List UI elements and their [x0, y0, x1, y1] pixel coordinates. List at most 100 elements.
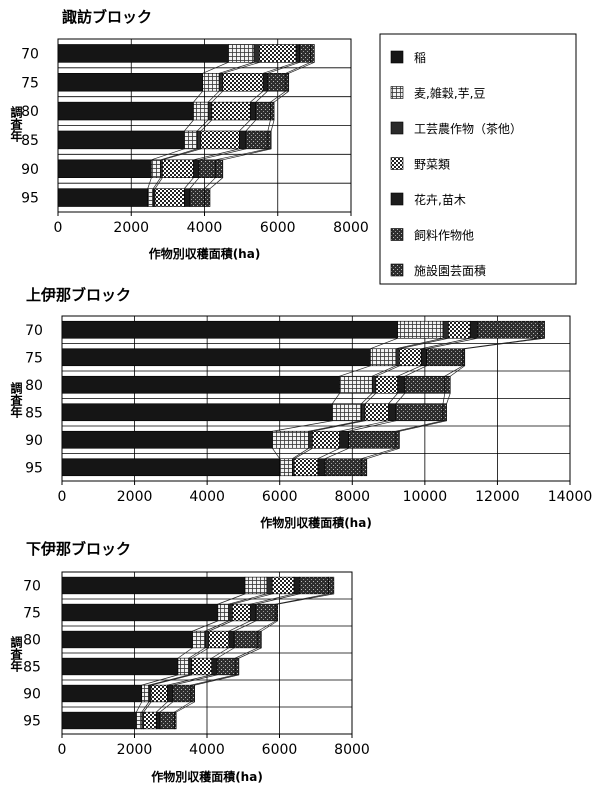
- bar-segment: [141, 684, 150, 703]
- bar-segment: [299, 44, 312, 63]
- legend-swatch: [390, 228, 404, 241]
- bar-segment: [196, 130, 202, 150]
- bar-segment: [538, 320, 545, 339]
- series-connector-line: [184, 119, 194, 132]
- series-connector-line: [426, 337, 478, 350]
- series-connector-line: [151, 674, 192, 686]
- y-tick-label: 80: [21, 104, 39, 120]
- series-connector-line: [194, 674, 239, 686]
- bar-segment: [293, 576, 300, 595]
- bar-segment: [420, 348, 427, 367]
- series-connector-line: [192, 620, 219, 632]
- x-tick-label: 14000: [548, 489, 593, 505]
- y-tick-label: 95: [25, 460, 43, 476]
- series-connector-line: [324, 447, 349, 460]
- bar-segment: [61, 711, 137, 730]
- legend-swatch: [390, 86, 404, 99]
- bar-segment: [348, 430, 397, 449]
- series-connector-line: [270, 119, 275, 132]
- bar-segment: [253, 44, 260, 63]
- bar-segment: [275, 603, 278, 622]
- series-connector-line: [267, 62, 300, 74]
- bar-segment: [189, 188, 205, 207]
- bar-segment: [61, 458, 281, 477]
- y-tick-label: 95: [21, 191, 39, 207]
- bar-segment: [57, 188, 149, 207]
- bar-segment: [262, 73, 268, 92]
- chart-title: 下伊那ブロック: [26, 540, 131, 558]
- series-connector-line: [272, 420, 333, 432]
- bar-segment: [295, 44, 301, 63]
- series-connector-line: [217, 593, 246, 605]
- bar-segment: [255, 101, 271, 121]
- series-connector-line: [308, 420, 362, 432]
- series-connector-line: [399, 420, 447, 432]
- chart-panel-3: 下伊那ブロック 0 2000 4000 6000 8000 70 75 80 85 90 95 作物別収…: [9, 540, 370, 784]
- y-axis-label: 調査年: [9, 105, 23, 143]
- bar-segment: [293, 458, 319, 477]
- series-connector-line: [191, 647, 209, 659]
- series-connector-line: [209, 177, 224, 189]
- bar-segment: [255, 603, 277, 622]
- series-connector-line: [184, 177, 194, 189]
- series-connector-line: [442, 393, 446, 404]
- chart-panel-1: 諏訪ブロック 0 2000 4000 6000 8000 70 75 80 85 90 95 作物別収穫…: [9, 8, 369, 261]
- series-connector-line: [207, 90, 220, 103]
- x-tick-label: 0: [58, 489, 67, 505]
- bar-segment: [270, 101, 275, 121]
- bar-segment: [162, 159, 194, 178]
- bar-segment: [310, 44, 315, 63]
- bar-segment: [202, 73, 220, 92]
- bar-segment: [61, 684, 143, 703]
- legend-box: [379, 33, 577, 285]
- series-connector-line: [193, 148, 240, 161]
- series-connector-line: [275, 593, 329, 605]
- series-connector-line: [228, 593, 267, 605]
- legend-label: 飼料作物他: [414, 228, 474, 243]
- series-connector-line: [332, 393, 340, 404]
- series-connector-line: [156, 701, 168, 713]
- series-connector-line: [222, 62, 260, 74]
- bar-segment: [244, 576, 268, 595]
- series-connector-line: [339, 365, 371, 377]
- series-connector-line: [193, 90, 203, 103]
- series-connector-line: [250, 90, 264, 103]
- bar-segment: [184, 188, 191, 207]
- bar-segment: [399, 348, 422, 367]
- series-connector-line: [141, 701, 150, 713]
- bar-segment: [257, 630, 262, 649]
- series-connector-line: [189, 177, 200, 189]
- series-connector-line: [317, 447, 340, 460]
- x-tick-label: 8000: [334, 489, 370, 505]
- bar-segment: [151, 159, 161, 178]
- series-connector-line: [152, 177, 161, 189]
- series-connector-line: [211, 90, 224, 103]
- bar-segment: [61, 320, 398, 339]
- bar-segment: [159, 711, 175, 730]
- chart-title: 上伊那ブロック: [26, 286, 131, 304]
- series-connector-line: [205, 620, 229, 632]
- bar-segment: [250, 603, 257, 622]
- bar-segment: [155, 711, 161, 730]
- bar-segment: [477, 320, 540, 339]
- legend-label: 麦,雑穀,芋,豆: [414, 86, 485, 101]
- y-tick-label: 85: [25, 405, 43, 421]
- legend-label: 稲: [414, 51, 426, 65]
- bar-segment: [228, 630, 235, 649]
- series-connector-line: [257, 620, 277, 632]
- y-tick-label: 90: [23, 687, 41, 703]
- bar-segment: [397, 375, 406, 394]
- x-tick-label: 0: [54, 220, 63, 236]
- bar-segment: [143, 711, 157, 730]
- chart-panel-2: 上伊那ブロック 0 2000 4000 6000 8000 10000 12000 14000 7…: [9, 286, 592, 530]
- series-connector-line: [404, 365, 427, 377]
- bar-segment: [222, 73, 264, 92]
- x-tick-label: 2000: [117, 742, 153, 758]
- bar-segment: [442, 320, 449, 339]
- bar-segment: [57, 159, 152, 178]
- y-axis-label: 調査年: [9, 381, 23, 419]
- series-connector-line: [162, 148, 201, 161]
- bar-segment: [328, 576, 335, 595]
- bar-segment: [266, 576, 273, 595]
